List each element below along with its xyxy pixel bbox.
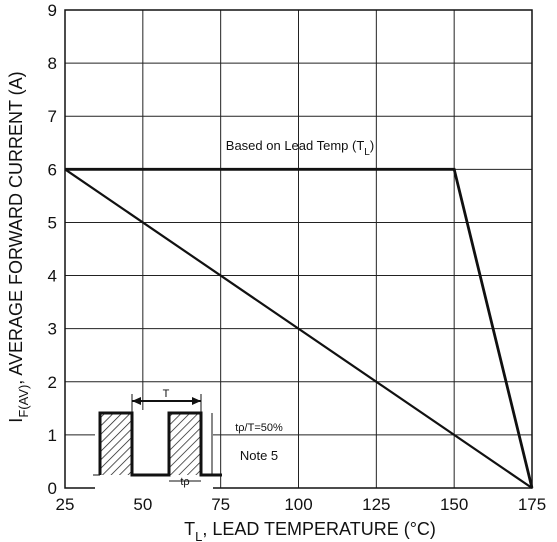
pulse-fill-1 — [100, 413, 132, 475]
y-tick-label-7: 7 — [48, 107, 57, 126]
y-tick-label-9: 9 — [48, 1, 57, 20]
note-label: Note 5 — [240, 448, 278, 463]
x-tick-label-125: 125 — [362, 495, 390, 514]
duty-cycle-label: tρ/T=50% — [235, 422, 283, 434]
curve-label: Based on Lead Temp (TL) — [226, 138, 374, 158]
y-tick-label-1: 1 — [48, 426, 57, 445]
y-tick-label-3: 3 — [48, 320, 57, 339]
x-axis-title: TL, LEAD TEMPERATURE (°C) — [184, 519, 436, 542]
y-tick-label-0: 0 — [48, 479, 57, 498]
period-arrow-left-head — [132, 397, 141, 405]
x-axis-title-subscript: L — [195, 529, 202, 542]
x-tick-label-25: 25 — [56, 495, 75, 514]
x-tick-label-50: 50 — [133, 495, 152, 514]
y-tick-label-5: 5 — [48, 213, 57, 232]
y-tick-label-4: 4 — [48, 267, 57, 286]
x-tick-label-75: 75 — [211, 495, 230, 514]
y-tick-label-8: 8 — [48, 54, 57, 73]
x-tick-label-100: 100 — [284, 495, 312, 514]
period-label: T — [163, 388, 170, 400]
y-axis-title: IF(AV), AVERAGE FORWARD CURRENT (A) — [6, 71, 31, 422]
y-tick-label-6: 6 — [48, 160, 57, 179]
pulse-width-label: tρ — [180, 476, 189, 488]
y-axis-title-subscript: F(AV) — [16, 385, 31, 418]
pulse-fill-2 — [169, 413, 201, 475]
x-tick-label-150: 150 — [440, 495, 468, 514]
y-tick-label-2: 2 — [48, 373, 57, 392]
pulse-inset: Ttρ tρ/T=50% Note 5 — [93, 388, 283, 493]
period-arrow-right-head — [192, 397, 201, 405]
x-tick-label-175: 175 — [518, 495, 546, 514]
